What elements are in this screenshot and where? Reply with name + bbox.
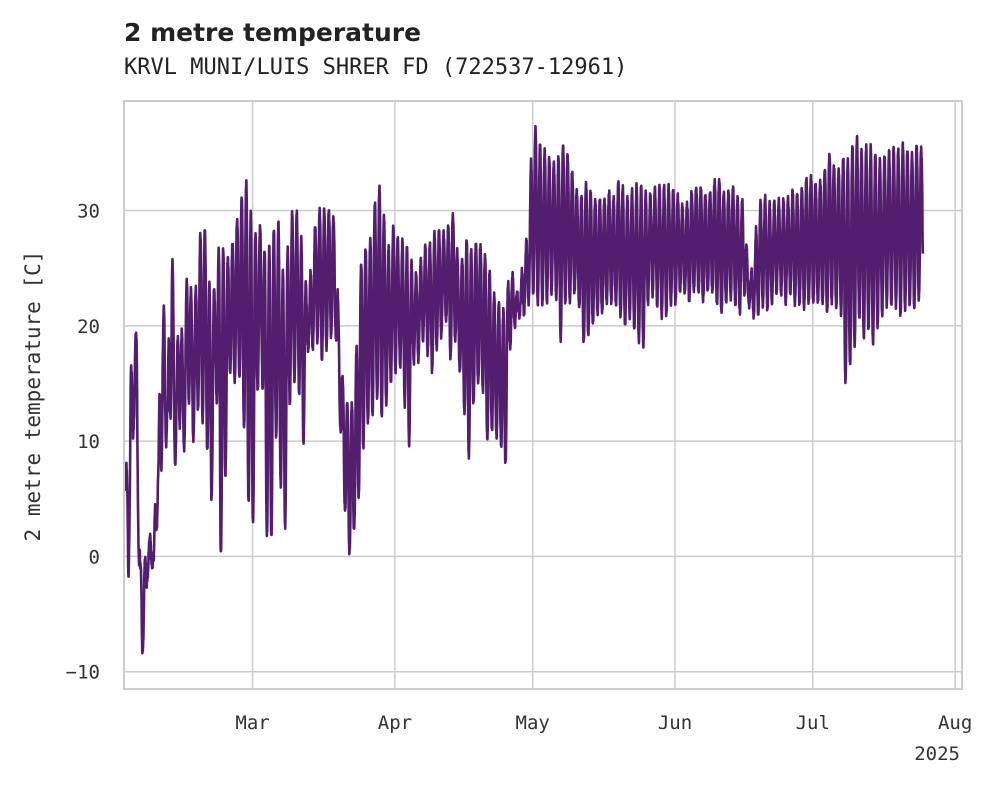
chart-subtitle: KRVL MUNI/LUIS SHRER FD (722537-12961) xyxy=(124,55,627,80)
y-tick-label: 30 xyxy=(77,201,100,223)
x-tick-label: Mar xyxy=(235,712,269,734)
x-tick-label: Jul xyxy=(796,712,830,734)
x-tick-labels: Mar Apr May Jun Jul Aug xyxy=(235,712,972,734)
temperature-series-line xyxy=(124,124,925,655)
x-year-label: 2025 xyxy=(914,743,960,765)
series-layer xyxy=(124,124,925,655)
y-tick-label: −10 xyxy=(66,662,100,684)
x-tick-label: Apr xyxy=(378,712,412,734)
x-tick-label: Aug xyxy=(938,712,972,734)
y-tick-label: 20 xyxy=(77,316,100,338)
x-tick-label: May xyxy=(516,712,550,734)
plot-frame xyxy=(123,100,963,690)
y-tick-label: 10 xyxy=(77,431,100,453)
y-axis-label: 2 metre temperature [C] xyxy=(21,251,45,542)
x-tick-label: Jun xyxy=(658,712,692,734)
y-tick-label: 0 xyxy=(89,546,100,568)
chart-title: 2 metre temperature xyxy=(124,18,421,47)
y-tick-labels: −10 0 10 20 30 xyxy=(66,201,100,684)
